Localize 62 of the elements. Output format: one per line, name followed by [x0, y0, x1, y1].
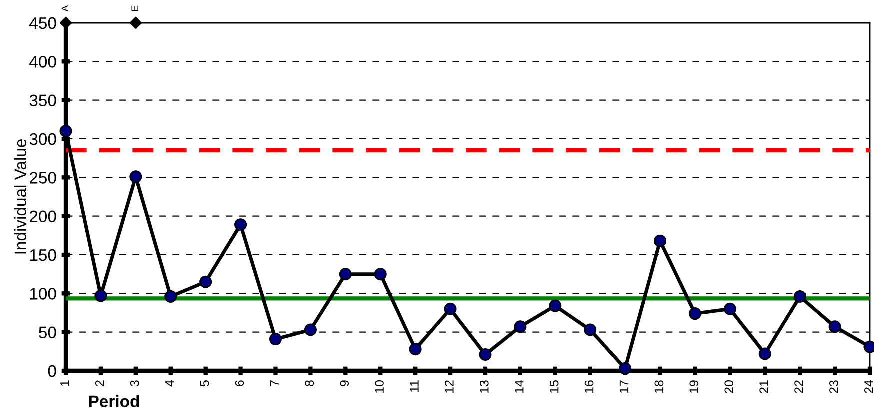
point [794, 290, 806, 304]
y-tick-label: 300 [30, 133, 56, 146]
x-tick-label: 3 [130, 380, 140, 386]
x-axis-title: Period [89, 395, 140, 408]
point [724, 302, 736, 316]
point [200, 276, 212, 288]
x-tick-label: 21 [760, 380, 768, 394]
point [514, 320, 527, 334]
point [409, 343, 422, 356]
point [304, 324, 317, 336]
point [339, 268, 352, 281]
point [374, 268, 387, 281]
point [444, 302, 457, 316]
point [828, 320, 842, 334]
x-tick-label: 8 [305, 380, 314, 386]
x-tick-label: 14 [515, 380, 524, 393]
x-tick-label: 13 [480, 380, 489, 393]
point [164, 290, 178, 304]
point [479, 348, 492, 362]
y-tick-label: 400 [30, 56, 56, 68]
x-tick-label: 9 [340, 380, 350, 386]
point [654, 234, 667, 248]
y-tick-label: 350 [30, 94, 56, 107]
x-tick-label: 18 [654, 380, 664, 393]
x-tick-label: 7 [270, 380, 279, 386]
x-tick-label: 11 [410, 380, 419, 392]
point [60, 125, 72, 138]
point [130, 16, 142, 30]
x-tick-label: 23 [830, 380, 838, 394]
y-tick-label: 100 [30, 288, 56, 300]
point [130, 170, 142, 184]
x-tick-label: 15 [550, 380, 559, 393]
x-tick-label: 1 [60, 380, 70, 386]
point [758, 348, 772, 360]
x-tick-label: 24 [864, 380, 874, 394]
y-axis-title: Individual Value [14, 140, 27, 254]
x-tick-label: 2 [95, 380, 104, 386]
point [234, 218, 248, 232]
y-tick-label: 50 [39, 326, 56, 339]
point [619, 362, 632, 375]
x-tick-label: 4 [166, 380, 174, 387]
x-tick-label: 6 [235, 380, 244, 386]
point [584, 324, 597, 336]
y-tick-label: 150 [30, 249, 56, 262]
x-tick-label: 16 [584, 380, 594, 393]
y-tick-label: 250 [30, 172, 56, 184]
point [688, 308, 702, 320]
x-tick-label: 20 [724, 380, 734, 394]
x-tick-label: 12 [445, 380, 454, 393]
x-tick-label: 10 [375, 380, 384, 393]
point [549, 300, 562, 312]
point [269, 333, 282, 346]
x-tick-label: 17 [620, 380, 629, 393]
y-tick-label: 0 [48, 365, 56, 378]
y-tick-label: 200 [30, 210, 56, 223]
x-tick-label: 5 [200, 380, 210, 386]
x-tick-label: 19 [690, 380, 699, 393]
point [94, 290, 108, 302]
data-label: E [132, 6, 138, 12]
x-tick-label: 22 [794, 380, 804, 394]
data-label: A [62, 5, 69, 12]
y-tick-label: 450 [30, 17, 56, 30]
